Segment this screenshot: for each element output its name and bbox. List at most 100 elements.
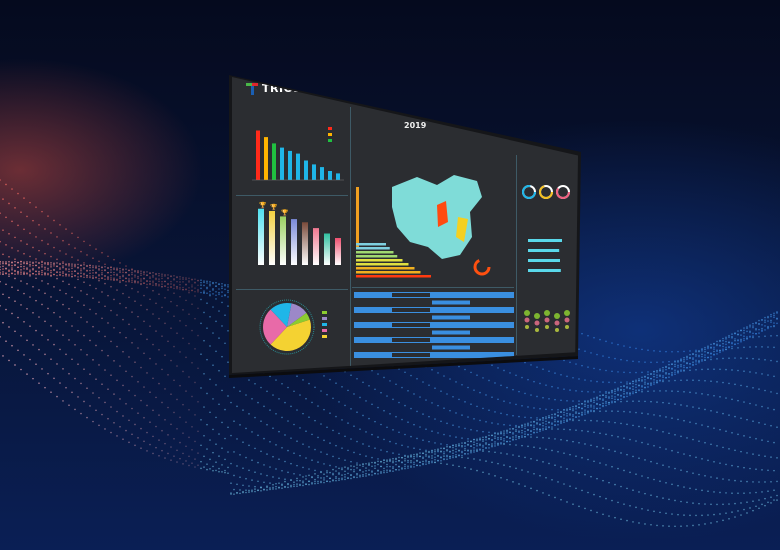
wave-dot <box>767 320 769 322</box>
wave-dot <box>557 428 559 430</box>
wave-dot <box>95 276 97 279</box>
wave-dot <box>695 392 697 394</box>
wave-dot <box>677 484 679 487</box>
wave-dot <box>716 344 718 347</box>
wave-dot <box>584 473 586 476</box>
wave-dot <box>221 389 223 392</box>
wave-dot <box>635 386 637 389</box>
wave-dot <box>656 371 658 373</box>
wave-dot <box>218 310 220 312</box>
wave-dot <box>749 346 751 348</box>
wave-dot <box>155 273 157 276</box>
wave-dot <box>275 379 277 381</box>
wave-dot <box>113 421 115 424</box>
wave-dot <box>743 332 745 334</box>
wave-dot <box>170 286 172 289</box>
wave-dot <box>758 454 760 457</box>
wave-dot <box>278 482 280 484</box>
wave-dot <box>86 254 88 256</box>
wave-dot <box>626 387 628 389</box>
wave-dot <box>572 503 574 505</box>
wave-dot <box>485 443 487 445</box>
wave-dot <box>176 449 178 452</box>
wave-dot <box>329 412 331 414</box>
wave-dot <box>116 268 118 271</box>
wave-dot <box>116 289 118 291</box>
wave-dot <box>635 380 637 383</box>
wave-dot <box>221 295 223 297</box>
wave-dot <box>665 481 667 484</box>
wave-dot <box>122 274 124 277</box>
wave-dot <box>239 453 241 456</box>
wave-dot <box>302 466 304 469</box>
wave-dot <box>0 273 1 275</box>
wave-dot <box>239 390 241 393</box>
wave-dot <box>434 418 436 420</box>
wave-dot <box>767 501 769 504</box>
wave-dot <box>512 414 514 417</box>
wave-dot <box>305 430 307 432</box>
wave-dot <box>137 277 139 280</box>
wave-dot <box>680 370 682 372</box>
wave-dot <box>47 261 49 264</box>
wave-dot <box>209 345 211 347</box>
wave-dot <box>134 300 136 303</box>
wave-dot <box>137 280 139 283</box>
wave-dot <box>368 474 370 476</box>
wave-dot <box>683 364 685 367</box>
wave-dot <box>689 366 691 368</box>
wave-dot <box>764 325 766 327</box>
wave-dot <box>662 430 664 433</box>
wave-dot <box>326 393 328 396</box>
wave-dot <box>554 438 556 440</box>
wave-dot <box>146 280 148 282</box>
wave-dot <box>209 411 211 414</box>
wave-dot <box>551 428 553 430</box>
wave-dot <box>128 323 130 326</box>
wave-dot <box>665 416 667 418</box>
wave-dot <box>680 435 682 438</box>
pie-slice <box>270 303 292 327</box>
wave-dot <box>215 416 217 419</box>
wave-dot <box>2 268 4 270</box>
wave-dot <box>446 454 448 457</box>
wave-dot <box>83 304 85 306</box>
wave-dot <box>620 381 622 384</box>
wave-dot <box>410 454 412 456</box>
wave-dot <box>680 364 682 366</box>
wave-dot <box>86 276 88 279</box>
wave-dot <box>98 364 100 366</box>
wave-dot <box>140 278 142 280</box>
wave-dot <box>692 524 694 527</box>
wave-dot <box>167 274 169 276</box>
wave-dot <box>674 361 676 363</box>
wave-dot <box>665 371 667 374</box>
wave-dot <box>11 267 13 269</box>
wave-dot <box>425 449 427 452</box>
wave-dot <box>575 412 577 414</box>
wave-dot <box>383 461 385 464</box>
wave-dot <box>440 443 442 445</box>
wave-dot <box>92 272 94 274</box>
wave-dot <box>146 372 148 374</box>
wave-dot <box>47 267 49 270</box>
wave-dot <box>572 405 574 408</box>
wave-dot <box>47 243 49 245</box>
wave-dot <box>554 398 556 401</box>
wave-dot <box>578 400 580 402</box>
wave-dot <box>428 461 430 463</box>
wave-dot <box>518 431 520 434</box>
wave-dot <box>92 257 94 259</box>
wave-dot <box>314 478 316 481</box>
wave-dot <box>8 270 10 273</box>
wave-dot <box>674 363 676 366</box>
wave-dot <box>158 280 160 283</box>
wave-dot <box>38 249 40 252</box>
wave-dot <box>248 491 250 493</box>
wave-dot <box>347 389 349 392</box>
wave-dot <box>704 354 706 356</box>
wave-dot <box>584 411 586 413</box>
wave-dot <box>260 486 262 489</box>
wave-dot <box>515 424 517 427</box>
wave-dot <box>242 409 244 411</box>
